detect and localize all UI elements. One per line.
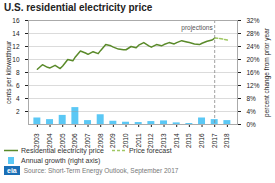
svg-text:2013: 2013	[160, 133, 167, 148]
svg-text:2007: 2007	[84, 133, 91, 148]
svg-text:cents per kilowatthour: cents per kilowatthour	[5, 40, 13, 104]
svg-text:2016: 2016	[198, 133, 205, 148]
svg-text:14: 14	[12, 30, 20, 37]
html-text:Residential electricity price: Residential electricity price	[21, 147, 104, 154]
html-text:Annual growth (right axis): Annual growth (right axis)	[21, 157, 101, 164]
svg-text:0%: 0%	[247, 121, 257, 128]
svg-text:2: 2	[16, 108, 20, 115]
svg-text:6: 6	[16, 82, 20, 89]
svg-text:16%: 16%	[247, 69, 260, 76]
svg-text:28%: 28%	[247, 30, 260, 37]
svg-text:12%: 12%	[247, 82, 260, 89]
svg-text:2004: 2004	[46, 133, 53, 148]
html-text:Price forecast: Price forecast	[128, 147, 172, 154]
svg-text:2008: 2008	[97, 133, 104, 148]
html-text:Source: Short-Term Energy Outl: Source: Short-Term Energy Outlook, Septe…	[23, 167, 179, 174]
svg-text:2015: 2015	[185, 133, 192, 148]
svg-text:32%: 32%	[247, 17, 260, 24]
svg-text:2018: 2018	[223, 133, 230, 148]
svg-text:24%: 24%	[247, 43, 260, 50]
svg-text:2005: 2005	[59, 133, 66, 148]
svg-text:10: 10	[12, 56, 20, 63]
svg-text:2017: 2017	[211, 133, 218, 148]
svg-text:2012: 2012	[147, 133, 154, 148]
svg-text:2006: 2006	[71, 133, 78, 148]
svg-text:projections: projections	[181, 24, 213, 32]
svg-text:2010: 2010	[122, 133, 129, 148]
svg-text:2011: 2011	[135, 133, 142, 147]
html-text:U.S. residential electricity p: U.S. residential electricity price	[4, 2, 153, 13]
svg-text:8%: 8%	[247, 95, 257, 102]
svg-text:2009: 2009	[109, 133, 116, 148]
svg-text:percent change from prior year: percent change from prior year	[263, 27, 271, 117]
svg-text:20%: 20%	[247, 56, 260, 63]
html-text:eia: eia	[7, 167, 17, 174]
svg-text:4: 4	[16, 95, 20, 102]
svg-text:12: 12	[12, 43, 20, 50]
svg-text:8: 8	[16, 69, 20, 76]
svg-text:2014: 2014	[173, 133, 180, 148]
svg-text:2003: 2003	[33, 133, 40, 148]
svg-text:16: 16	[12, 17, 20, 24]
svg-text:4%: 4%	[247, 108, 257, 115]
